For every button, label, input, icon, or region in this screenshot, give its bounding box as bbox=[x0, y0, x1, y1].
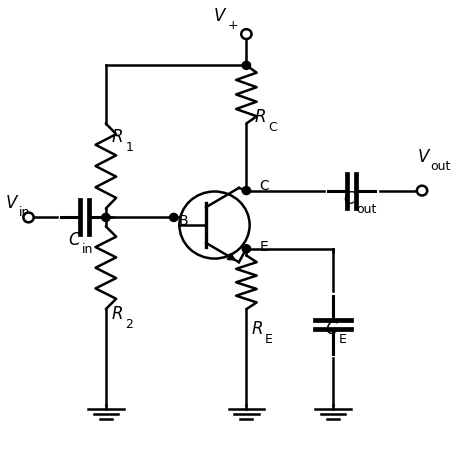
Text: C: C bbox=[259, 179, 269, 193]
Text: out: out bbox=[356, 202, 376, 216]
Text: C: C bbox=[68, 231, 80, 249]
Text: C: C bbox=[325, 320, 337, 338]
Circle shape bbox=[23, 212, 34, 222]
Text: 1: 1 bbox=[126, 141, 133, 154]
Text: V: V bbox=[6, 194, 17, 212]
Text: 2: 2 bbox=[126, 318, 133, 331]
Text: E: E bbox=[339, 333, 347, 346]
Text: in: in bbox=[18, 206, 30, 219]
Text: R: R bbox=[251, 320, 263, 338]
Circle shape bbox=[242, 187, 251, 195]
Circle shape bbox=[170, 213, 178, 222]
Text: +: + bbox=[228, 19, 238, 32]
Text: E: E bbox=[259, 240, 268, 254]
Text: R: R bbox=[255, 108, 266, 126]
Circle shape bbox=[241, 29, 252, 39]
Circle shape bbox=[242, 245, 251, 253]
Text: V: V bbox=[417, 148, 428, 166]
Text: V: V bbox=[214, 7, 225, 25]
Text: in: in bbox=[82, 243, 93, 256]
Circle shape bbox=[101, 213, 110, 222]
Text: out: out bbox=[430, 160, 451, 173]
Text: C: C bbox=[343, 191, 355, 208]
Text: C: C bbox=[268, 121, 277, 134]
Text: R: R bbox=[111, 128, 123, 146]
Text: R: R bbox=[111, 304, 123, 323]
Circle shape bbox=[242, 61, 251, 70]
Text: E: E bbox=[265, 333, 273, 346]
Text: B: B bbox=[178, 213, 188, 228]
Circle shape bbox=[417, 186, 427, 196]
